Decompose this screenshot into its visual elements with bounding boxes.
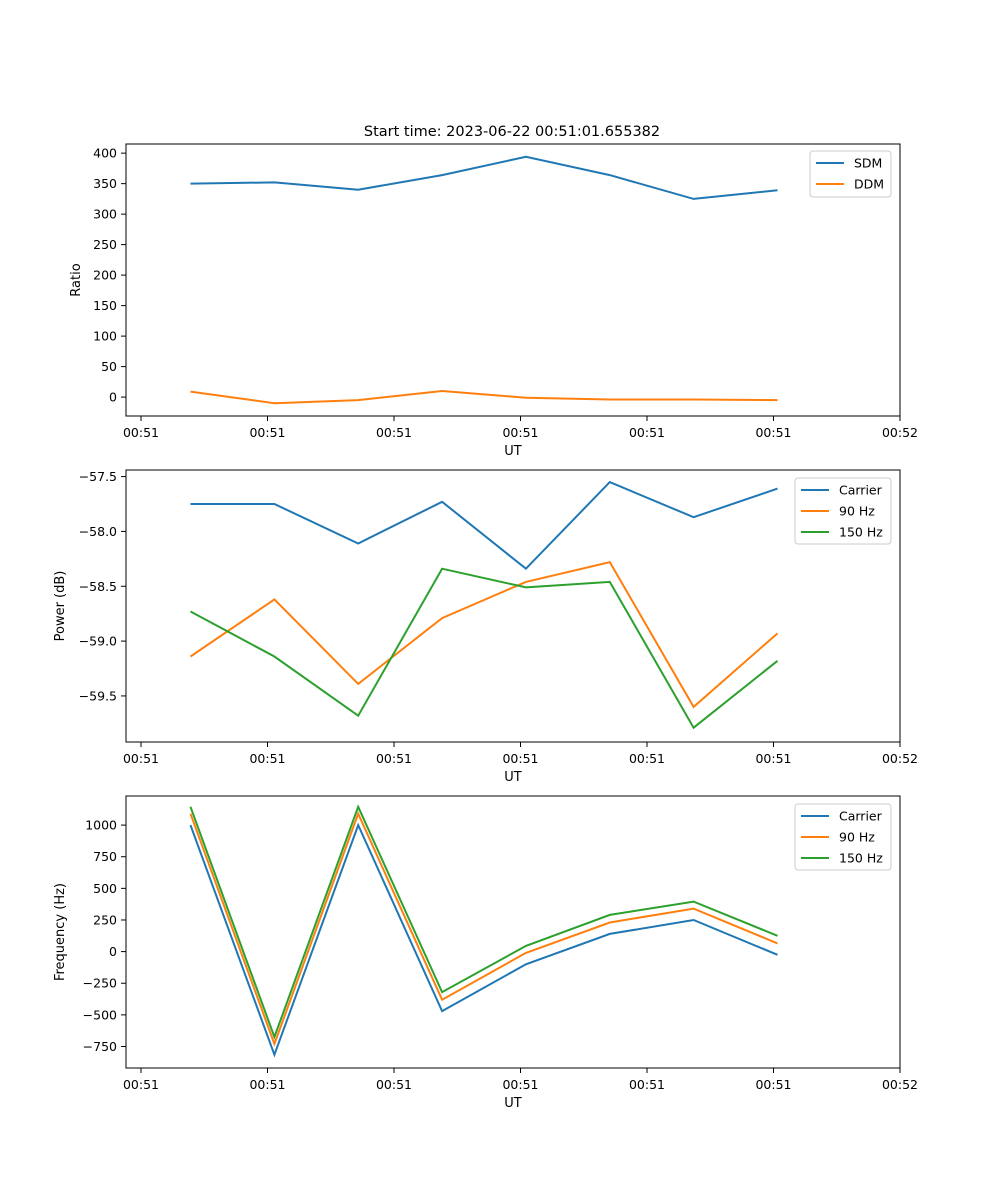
legend-entry: 90 Hz (839, 830, 875, 845)
legend-entry: 90 Hz (839, 504, 875, 519)
y-tick-label: −59.5 (79, 688, 117, 703)
x-tick-label: 00:51 (249, 751, 285, 766)
y-tick-label: 0 (109, 944, 117, 959)
figure-title: Start time: 2023-06-22 00:51:01.655382 (364, 124, 660, 140)
x-tick-label: 00:51 (376, 1077, 412, 1092)
series-line-carrier (189, 822, 778, 1058)
x-axis-label: UT (504, 1096, 522, 1111)
x-tick-label: 00:51 (629, 1077, 665, 1092)
legend-entry: 150 Hz (839, 525, 883, 540)
legend-box (794, 477, 892, 545)
legend-entry: SDM (854, 156, 882, 171)
axes-frame (125, 143, 901, 417)
y-tick-label: −59.0 (79, 634, 117, 649)
series-line-ddm (190, 389, 778, 405)
legend: Carrier 90 Hz 150 Hz (794, 803, 892, 871)
x-tick-label: 00:52 (882, 1077, 918, 1092)
y-tick-label: −57.5 (79, 469, 117, 484)
y-tick-label: 200 (93, 268, 117, 283)
x-tick-label: 00:51 (755, 425, 791, 440)
y-tick-label: 0 (109, 390, 117, 405)
series-line-carrier (190, 480, 778, 571)
y-tick-label: −500 (83, 1007, 117, 1022)
y-tick-label: 1000 (85, 818, 117, 833)
y-axis-label: Power (dB) (53, 571, 68, 642)
legend-entry: 150 Hz (839, 851, 883, 866)
y-tick-label: −750 (83, 1039, 117, 1054)
x-axis-label: UT (504, 444, 522, 459)
series-line-150-hz (190, 567, 779, 730)
y-tick-label: −58.0 (79, 524, 117, 539)
y-tick-label: 50 (101, 359, 117, 374)
panels: 00:51 00:51 00:51 00:51 00:51 00:51 00:52 0 50 10… (53, 143, 918, 1111)
x-tick-label: 00:51 (629, 751, 665, 766)
x-axis-label: UT (504, 770, 522, 785)
legend-entry: Carrier (839, 483, 883, 498)
y-axis-label: Frequency (Hz) (53, 883, 68, 981)
x-tick-label: 00:51 (123, 425, 159, 440)
y-tick-label: −250 (83, 976, 117, 991)
x-tick-label: 00:51 (502, 425, 538, 440)
y-tick-label: 750 (93, 849, 117, 864)
x-tick-label: 00:51 (249, 1077, 285, 1092)
y-tick-label: 250 (93, 237, 117, 252)
panel-3: 00:51 00:51 00:51 00:51 00:51 00:51 00:52 −750 −… (53, 795, 918, 1111)
x-tick-label: 00:51 (249, 425, 285, 440)
y-tick-label: 250 (93, 912, 117, 927)
x-tick-label: 00:51 (123, 1077, 159, 1092)
x-tick-label: 00:52 (882, 425, 918, 440)
y-tick-label: 400 (93, 146, 117, 161)
series-line-90-hz (189, 811, 778, 1047)
series-line-150-hz (189, 804, 778, 1040)
x-tick-label: 00:51 (755, 751, 791, 766)
series-line-90-hz (189, 560, 779, 709)
series-line-sdm (190, 155, 778, 200)
legend: Carrier 90 Hz 150 Hz (794, 477, 892, 545)
legend: SDM DDM (809, 150, 892, 198)
y-axis-label: Ratio (69, 263, 84, 296)
y-tick-label: 350 (93, 176, 117, 191)
x-tick-label: 00:52 (882, 751, 918, 766)
x-tick-label: 00:51 (502, 751, 538, 766)
y-tick-label: 500 (93, 881, 117, 896)
x-tick-label: 00:51 (376, 751, 412, 766)
y-tick-label: −58.5 (79, 579, 117, 594)
panel-2: 00:51 00:51 00:51 00:51 00:51 00:51 00:52 −59.5… (53, 469, 918, 785)
axes-frame (125, 469, 901, 743)
x-tick-label: 00:51 (755, 1077, 791, 1092)
panel-1: 00:51 00:51 00:51 00:51 00:51 00:51 00:52 0 50 10… (69, 143, 918, 459)
y-tick-label: 150 (93, 298, 117, 313)
x-tick-label: 00:51 (123, 751, 159, 766)
x-tick-label: 00:51 (629, 425, 665, 440)
y-tick-label: 300 (93, 207, 117, 222)
legend-entry: Carrier (839, 809, 883, 824)
legend-box (794, 803, 892, 871)
x-tick-label: 00:51 (502, 1077, 538, 1092)
axes-frame (125, 795, 901, 1069)
x-tick-label: 00:51 (376, 425, 412, 440)
legend-entry: DDM (854, 177, 884, 192)
y-tick-label: 100 (93, 329, 117, 344)
